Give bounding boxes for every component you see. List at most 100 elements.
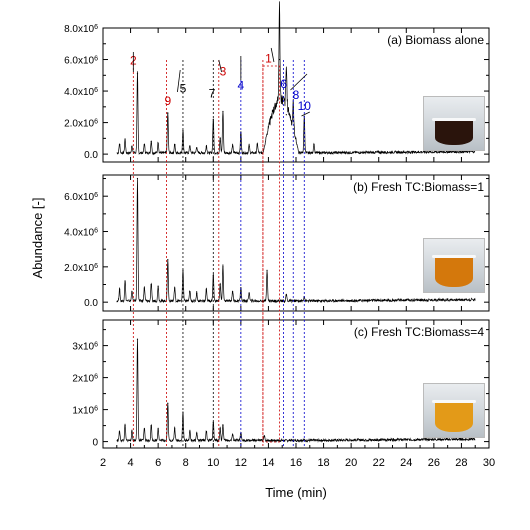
peak-point (212, 275, 214, 277)
annotation-arrow (270, 47, 275, 63)
peak-number-label: 8 (293, 88, 300, 102)
peak-point (222, 266, 224, 268)
peak-point (212, 421, 214, 423)
peak-point (189, 290, 191, 293)
peak-point (266, 269, 268, 271)
panel-label: (b) Fresh TC:Biomass=1 (353, 180, 484, 194)
peak-point (189, 145, 191, 147)
peak-point (124, 139, 126, 141)
y-tick-label: 2.0x106 (64, 118, 98, 129)
peak-point (222, 425, 224, 427)
x-tick-label: 8 (183, 457, 189, 469)
peak-point (131, 145, 133, 147)
annotation-arrow (177, 69, 181, 93)
y-axis-label: Abundance [-] (30, 198, 45, 279)
x-tick-label: 30 (483, 457, 495, 469)
x-tick-label: 28 (455, 457, 467, 469)
peak-point (143, 428, 145, 430)
peak-point (219, 428, 221, 430)
peak-point (205, 145, 207, 147)
peak-point (174, 287, 176, 289)
peak-point (136, 177, 139, 180)
peak-point (256, 144, 258, 146)
x-tick-label: 10 (207, 457, 219, 469)
annotation-arrow (290, 73, 308, 91)
x-tick-label: 2 (100, 457, 106, 469)
peak-point (167, 112, 169, 114)
peak-point (182, 129, 184, 132)
peak-point (136, 338, 139, 340)
peak-point (118, 289, 121, 291)
peak-point (313, 144, 315, 146)
x-tick-label: 18 (317, 457, 329, 469)
x-tick-label: 4 (128, 457, 134, 469)
vial-photo (423, 383, 485, 438)
y-tick-label: 4.0x106 (64, 227, 98, 239)
peak-point (182, 269, 184, 271)
peak-point (196, 292, 198, 294)
y-tick-label: 1x106 (72, 405, 98, 417)
y-tick-label: 2.0x106 (64, 262, 98, 274)
chromatogram-trace (116, 178, 476, 304)
y-tick-label: 0 (92, 438, 98, 449)
vial-photo (423, 238, 485, 293)
y-tick-label: 8.0x106 (64, 24, 98, 36)
x-tick-label: 26 (428, 457, 440, 469)
peak-point (278, 58, 281, 61)
peak-point (205, 289, 207, 291)
x-tick-label: 6 (155, 457, 161, 469)
peak-point (124, 280, 126, 282)
peak-point (231, 434, 234, 436)
peak-point (263, 436, 265, 438)
peak-point (196, 433, 198, 435)
peak-number-label: 1 (265, 52, 272, 66)
x-tick-label: 20 (345, 457, 357, 469)
peak-point (248, 292, 250, 294)
peak-point (285, 114, 287, 116)
chromatogram-trace (116, 338, 476, 443)
x-tick-label: 14 (262, 457, 274, 469)
peak-point (212, 118, 214, 121)
peak-point (150, 140, 152, 143)
y-tick-label: 6.0x106 (64, 55, 98, 67)
peak-point (118, 144, 121, 146)
peak-point (167, 402, 169, 404)
y-tick-label: 3x106 (72, 341, 98, 353)
y-tick-label: 0.0 (84, 150, 98, 161)
peak-point (157, 142, 159, 144)
peak-point (118, 431, 121, 433)
peak-point (143, 287, 145, 289)
chromatogram-trace (116, 1, 476, 156)
x-tick-label: 16 (290, 457, 302, 469)
peak-point (231, 290, 234, 293)
x-axis-label: Time (min) (265, 485, 327, 500)
peak-point (131, 290, 133, 293)
peak-point (124, 425, 126, 427)
y-tick-label: 0.0 (84, 298, 98, 309)
vial-photo (423, 96, 485, 151)
peak-point (205, 431, 207, 433)
peak-point (189, 431, 191, 433)
peak-point (174, 428, 176, 430)
peak-point (174, 144, 176, 146)
peak-number-label: 9 (164, 94, 171, 108)
y-tick-label: 6.0x106 (64, 192, 98, 204)
peak-point (150, 425, 152, 427)
peak-point (219, 137, 221, 139)
peak-point (285, 294, 287, 296)
y-tick-label: 4.0x106 (64, 87, 98, 99)
x-tick-label: 12 (235, 457, 247, 469)
annotation-arrow (218, 59, 222, 73)
x-tick-label: 24 (400, 457, 412, 469)
peak-point (157, 428, 159, 430)
peak-number-label: 7 (209, 86, 216, 100)
peak-point (222, 110, 224, 113)
peak-point (150, 283, 152, 286)
peak-point (136, 73, 139, 75)
peak-number-label: 3 (220, 64, 227, 78)
peak-point (219, 283, 221, 286)
y-tick-label: 2x106 (72, 373, 98, 385)
peak-point (157, 285, 159, 287)
x-tick-label: 22 (373, 457, 385, 469)
